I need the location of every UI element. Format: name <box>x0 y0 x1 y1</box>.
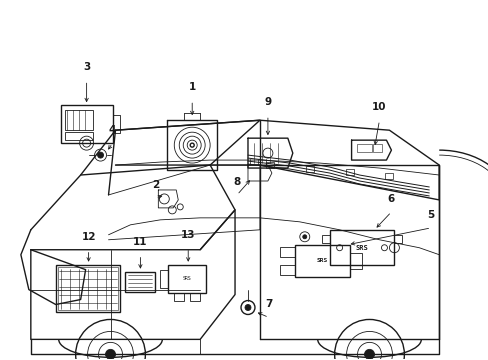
Text: SRS: SRS <box>183 276 191 281</box>
Bar <box>394 235 402 243</box>
Text: SRS: SRS <box>354 245 367 251</box>
Bar <box>356 144 371 152</box>
Bar <box>279 265 294 275</box>
Bar <box>61 105 112 143</box>
Text: 1: 1 <box>188 82 195 92</box>
Text: 7: 7 <box>264 300 272 310</box>
Bar <box>329 230 394 265</box>
Circle shape <box>302 235 306 239</box>
Circle shape <box>105 349 115 359</box>
Bar <box>64 132 92 140</box>
Text: 3: 3 <box>83 62 90 72</box>
Bar <box>349 253 361 269</box>
Text: 6: 6 <box>387 194 394 204</box>
Bar <box>345 169 353 175</box>
Bar <box>372 144 382 152</box>
Bar <box>160 270 168 288</box>
Bar <box>64 110 92 130</box>
Text: 9: 9 <box>264 97 271 107</box>
Bar <box>58 267 118 310</box>
Text: 2: 2 <box>151 180 159 190</box>
Text: 10: 10 <box>371 102 386 112</box>
Text: 5: 5 <box>427 210 434 220</box>
Bar <box>56 265 120 312</box>
Text: SRS: SRS <box>316 258 327 263</box>
Text: 11: 11 <box>133 237 147 247</box>
Text: 12: 12 <box>81 232 96 242</box>
Text: 8: 8 <box>233 177 240 187</box>
Circle shape <box>364 349 374 359</box>
Text: 4: 4 <box>109 125 116 135</box>
Bar <box>125 272 155 292</box>
Text: 13: 13 <box>181 230 195 240</box>
Bar <box>168 265 206 293</box>
Bar <box>321 235 329 243</box>
Circle shape <box>244 305 250 310</box>
Bar <box>190 293 200 301</box>
Bar <box>265 162 273 168</box>
Bar <box>294 245 349 276</box>
Bar <box>174 293 184 301</box>
Bar <box>305 166 313 172</box>
Bar <box>385 173 393 179</box>
Circle shape <box>98 152 103 158</box>
Bar <box>279 247 294 257</box>
